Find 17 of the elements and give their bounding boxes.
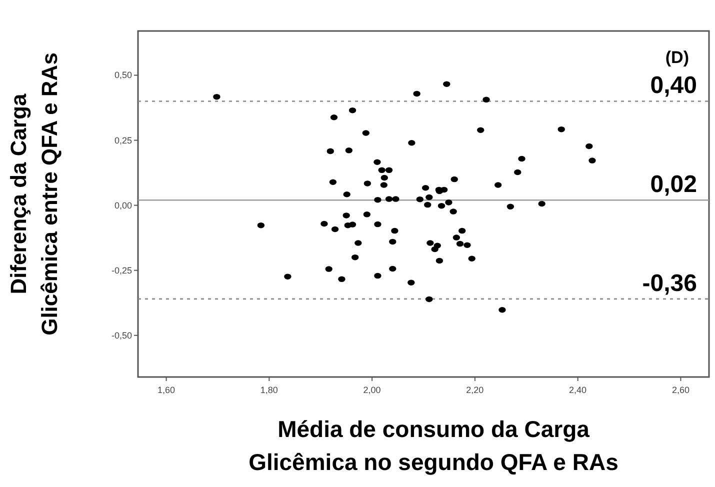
- y-axis-title: Diferença da Carga Glicêmica entre QFA e RAs: [6, 52, 62, 336]
- ref-line-label: 0,02: [650, 171, 697, 198]
- x-axis-title: Média de consumo da Carga Glicêmica no segundo QFA e RAs: [248, 416, 618, 475]
- x-tick-label: 2,40: [569, 385, 587, 395]
- y-tick-label: 0,50: [114, 70, 132, 80]
- ref-line-label: -0,36: [642, 270, 697, 297]
- x-tick-label: 1,60: [158, 385, 176, 395]
- y-tick-label: -0,25: [111, 265, 132, 276]
- x-tick-label: 2,20: [466, 385, 484, 395]
- annotation: (D): [665, 48, 689, 67]
- x-tick-label: 2,00: [363, 385, 381, 395]
- y-tick-label: 0,00: [114, 200, 132, 210]
- ref-line-label: 0,40: [650, 72, 697, 100]
- y-tick-label: 0,25: [114, 135, 132, 146]
- y-tick-label: -0,50: [111, 330, 132, 340]
- x-tick-label: 2,60: [672, 385, 690, 395]
- x-tick-label: 1,80: [260, 385, 278, 395]
